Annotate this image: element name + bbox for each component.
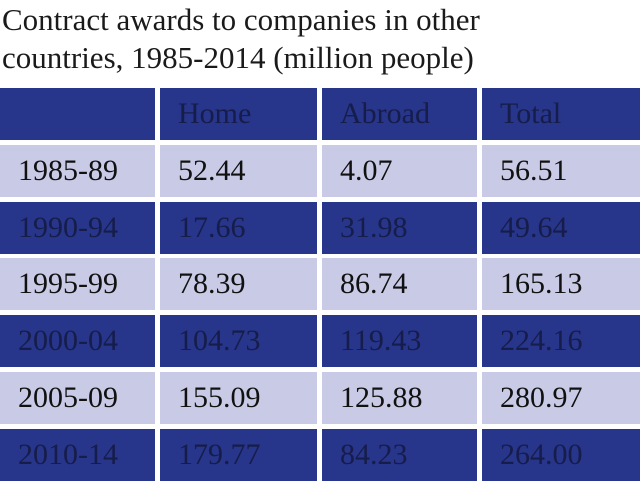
title-line: Contract awards to companies in other: [2, 2, 480, 37]
table-cell: 49.64: [482, 202, 640, 254]
column-header: Home: [160, 88, 317, 140]
table-cell: 104.73: [160, 315, 317, 367]
table-cell: 56.51: [482, 145, 640, 197]
table-cell: 165.13: [482, 258, 640, 310]
row-label: 1995-99: [0, 258, 155, 310]
column-header: Total: [482, 88, 640, 140]
row-label: 2005-09: [0, 372, 155, 424]
table-cell: 224.16: [482, 315, 640, 367]
table-cell: 31.98: [322, 202, 477, 254]
table-cell: 4.07: [322, 145, 477, 197]
table-cell: 52.44: [160, 145, 317, 197]
row-label: 2010-14: [0, 429, 155, 481]
column-header: Abroad: [322, 88, 477, 140]
table-cell: 155.09: [160, 372, 317, 424]
table-cell: 119.43: [322, 315, 477, 367]
row-label: 1990-94: [0, 202, 155, 254]
title-line: countries, 1985-2014 (million people): [2, 40, 474, 75]
header-corner: [0, 88, 155, 140]
table-cell: 125.88: [322, 372, 477, 424]
table-cell: 179.77: [160, 429, 317, 481]
table-cell: 264.00: [482, 429, 640, 481]
table-cell: 17.66: [160, 202, 317, 254]
table-cell: 78.39: [160, 258, 317, 310]
row-label: 1985-89: [0, 145, 155, 197]
table-cell: 84.23: [322, 429, 477, 481]
row-label: 2000-04: [0, 315, 155, 367]
table-cell: 86.74: [322, 258, 477, 310]
table-cell: 280.97: [482, 372, 640, 424]
